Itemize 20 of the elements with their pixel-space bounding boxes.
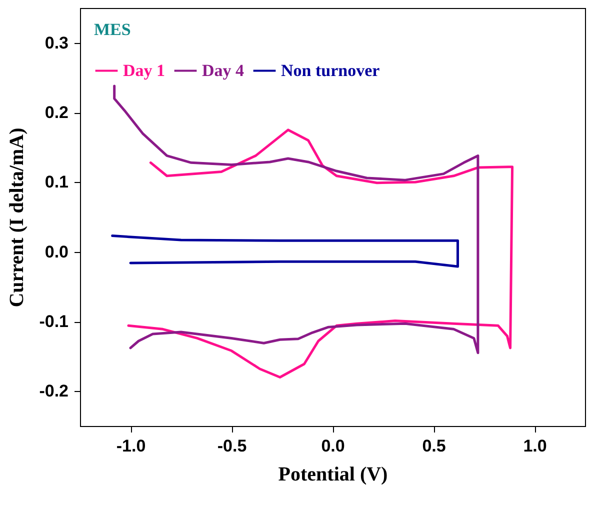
x-tick-label: -1.0 — [116, 436, 146, 456]
x-tick-label: 0.0 — [321, 436, 345, 456]
y-tick-label: -0.2 — [39, 382, 68, 401]
x-tick-label: 1.0 — [523, 436, 547, 456]
y-tick-label: 0.2 — [44, 103, 68, 122]
legend-label: Day 4 — [202, 60, 245, 80]
y-tick-label: 0.3 — [44, 33, 68, 52]
y-tick-label: 0.1 — [44, 172, 68, 192]
text: MES — [94, 20, 131, 39]
y-tick-label: 0.0 — [44, 242, 68, 262]
line-series — [113, 84, 480, 354]
line-series — [111, 234, 459, 268]
x-tick-label: -0.5 — [217, 436, 247, 456]
legend-label: Non turnover — [281, 60, 380, 80]
line-series — [127, 128, 514, 378]
x-tick-label: 0.5 — [422, 436, 446, 456]
legend-label: Day 1 — [123, 60, 166, 80]
y-axis-title: Current (I delta/mA) — [6, 128, 28, 308]
x-axis-title: Potential (V) — [278, 464, 388, 486]
y-tick-label: -0.1 — [39, 312, 68, 331]
